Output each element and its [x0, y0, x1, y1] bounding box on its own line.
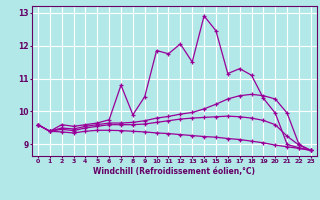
X-axis label: Windchill (Refroidissement éolien,°C): Windchill (Refroidissement éolien,°C) — [93, 167, 255, 176]
